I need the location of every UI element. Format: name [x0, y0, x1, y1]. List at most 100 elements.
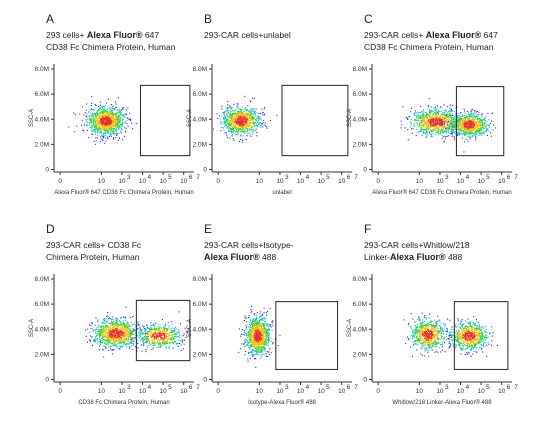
data-point — [478, 119, 479, 120]
data-point — [119, 138, 120, 139]
data-point — [438, 129, 439, 130]
data-point — [244, 96, 245, 97]
data-point — [475, 128, 476, 129]
data-point — [257, 112, 258, 113]
data-points — [68, 96, 137, 145]
data-point — [241, 120, 242, 121]
data-point — [459, 120, 460, 121]
data-point — [102, 342, 103, 343]
data-point — [113, 114, 114, 115]
data-point — [426, 130, 427, 131]
data-point — [226, 132, 227, 133]
data-point — [110, 318, 111, 319]
data-point — [429, 114, 430, 115]
data-point — [464, 109, 465, 110]
data-point — [115, 101, 116, 102]
data-point — [95, 330, 96, 331]
data-point — [139, 327, 140, 328]
data-point — [91, 108, 92, 109]
data-point — [106, 119, 107, 120]
data-point — [480, 121, 481, 122]
data-point — [232, 121, 233, 122]
data-point — [256, 128, 257, 129]
data-point — [99, 337, 100, 338]
data-point — [110, 132, 111, 133]
data-point — [230, 124, 231, 125]
data-point — [252, 117, 253, 118]
data-point — [97, 320, 98, 321]
data-point — [266, 126, 267, 127]
data-point — [484, 123, 485, 124]
data-point — [256, 125, 257, 126]
data-point — [468, 127, 469, 128]
data-point — [484, 132, 485, 133]
data-point — [133, 329, 134, 330]
data-point — [251, 111, 252, 112]
data-point — [452, 134, 453, 135]
data-point — [431, 136, 432, 137]
data-point — [249, 111, 250, 112]
data-point — [109, 335, 110, 336]
data-point — [108, 328, 109, 329]
data-point — [98, 114, 99, 115]
data-point — [458, 113, 459, 114]
data-point — [475, 110, 476, 111]
data-point — [464, 125, 465, 126]
data-point — [105, 347, 106, 348]
data-point — [470, 130, 471, 131]
data-point — [255, 119, 256, 120]
data-point — [119, 320, 120, 321]
data-point — [107, 138, 108, 139]
data-point — [130, 120, 131, 121]
data-point — [233, 125, 234, 126]
data-point — [462, 116, 463, 117]
data-point — [427, 114, 428, 115]
data-point — [485, 116, 486, 117]
data-point — [453, 130, 454, 131]
data-point — [249, 122, 250, 123]
data-point — [441, 129, 442, 130]
data-point — [97, 137, 98, 138]
data-point — [92, 126, 93, 127]
data-point — [410, 126, 411, 127]
data-point — [103, 323, 104, 324]
data-point — [436, 132, 437, 133]
data-point — [107, 111, 108, 112]
data-point — [131, 342, 132, 343]
data-point — [109, 126, 110, 127]
data-point — [238, 108, 239, 109]
data-point — [126, 307, 127, 308]
data-point — [262, 114, 263, 115]
data-point — [111, 321, 112, 322]
data-point — [438, 134, 439, 135]
data-point — [90, 109, 91, 110]
data-point — [103, 106, 104, 107]
data-point — [133, 328, 134, 329]
data-point — [124, 114, 125, 115]
data-point — [95, 336, 96, 337]
data-point — [128, 126, 129, 127]
data-point — [448, 121, 449, 122]
data-point — [108, 114, 109, 115]
data-point — [68, 126, 69, 127]
data-point — [431, 130, 432, 131]
data-point — [476, 111, 477, 112]
data-point — [435, 134, 436, 135]
data-point — [439, 118, 440, 119]
data-point — [251, 118, 252, 119]
data-point — [471, 116, 472, 117]
gate-rectangle — [282, 85, 348, 155]
data-point — [472, 114, 473, 115]
data-point — [91, 127, 92, 128]
data-point — [244, 129, 245, 130]
data-point — [109, 347, 110, 348]
data-point — [236, 130, 237, 131]
data-point — [459, 122, 460, 123]
data-point — [123, 119, 124, 120]
data-point — [255, 123, 256, 124]
data-point — [242, 136, 243, 137]
data-point — [90, 113, 91, 114]
data-point — [444, 112, 445, 113]
data-point — [247, 133, 248, 134]
data-point — [418, 126, 419, 127]
